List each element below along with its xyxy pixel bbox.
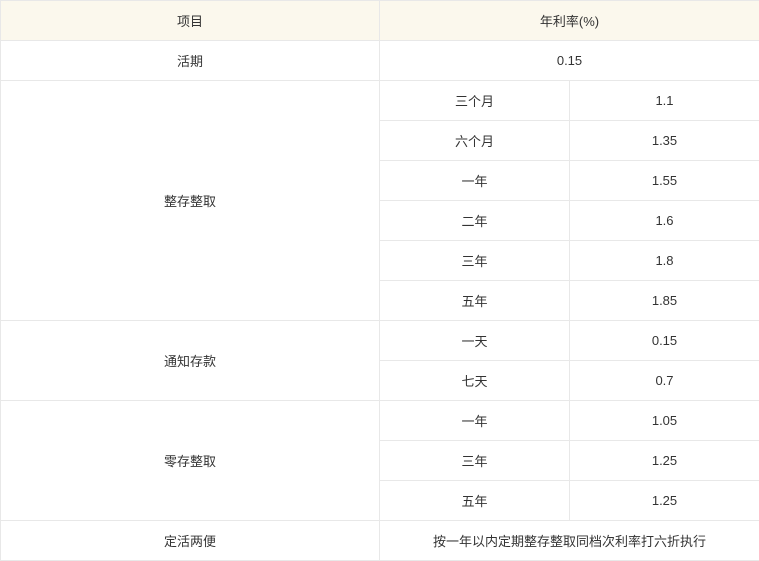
term-cell: 五年 xyxy=(380,481,570,521)
flexible-label: 定活两便 xyxy=(1,521,380,561)
rate-cell: 1.35 xyxy=(570,121,759,161)
demand-value: 0.15 xyxy=(380,41,759,81)
term-cell: 三年 xyxy=(380,241,570,281)
row-demand: 活期 0.15 xyxy=(1,41,759,81)
rate-cell: 1.05 xyxy=(570,401,759,441)
rate-cell: 1.8 xyxy=(570,241,759,281)
demand-label: 活期 xyxy=(1,41,380,81)
fixed-label: 整存整取 xyxy=(1,81,380,321)
interest-rate-table: 项目 年利率(%) 活期 0.15 整存整取 三个月 1.1 六个月 1.35 … xyxy=(0,0,759,561)
rate-cell: 1.6 xyxy=(570,201,759,241)
term-cell: 二年 xyxy=(380,201,570,241)
notice-label: 通知存款 xyxy=(1,321,380,401)
term-cell: 三个月 xyxy=(380,81,570,121)
rate-cell: 1.25 xyxy=(570,481,759,521)
term-cell: 一天 xyxy=(380,321,570,361)
rate-cell: 1.55 xyxy=(570,161,759,201)
term-cell: 一年 xyxy=(380,161,570,201)
row-flexible: 定活两便 按一年以内定期整存整取同档次利率打六折执行 xyxy=(1,521,759,561)
header-project: 项目 xyxy=(1,1,380,41)
rate-cell: 0.15 xyxy=(570,321,759,361)
rate-cell: 1.85 xyxy=(570,281,759,321)
term-cell: 三年 xyxy=(380,441,570,481)
installment-label: 零存整取 xyxy=(1,401,380,521)
term-cell: 五年 xyxy=(380,281,570,321)
term-cell: 七天 xyxy=(380,361,570,401)
flexible-note: 按一年以内定期整存整取同档次利率打六折执行 xyxy=(380,521,759,561)
term-cell: 一年 xyxy=(380,401,570,441)
term-cell: 六个月 xyxy=(380,121,570,161)
table-row: 整存整取 三个月 1.1 xyxy=(1,81,759,121)
header-rate: 年利率(%) xyxy=(380,1,759,41)
table-row: 通知存款 一天 0.15 xyxy=(1,321,759,361)
rate-cell: 1.1 xyxy=(570,81,759,121)
rate-cell: 0.7 xyxy=(570,361,759,401)
rate-cell: 1.25 xyxy=(570,441,759,481)
header-row: 项目 年利率(%) xyxy=(1,1,759,41)
table-row: 零存整取 一年 1.05 xyxy=(1,401,759,441)
